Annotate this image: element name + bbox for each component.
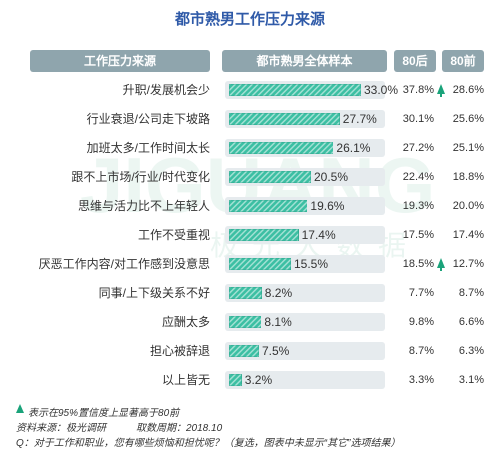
pre80-value-label: 25.6%	[452, 113, 484, 125]
post80-value-label: 18.5%	[402, 258, 434, 270]
bar-overall	[229, 258, 291, 270]
post80-value-label: 9.8%	[408, 316, 434, 328]
significance-arrow-icon	[437, 258, 445, 271]
pre80-value-label: 25.1%	[452, 142, 484, 154]
post80-value-label: 22.4%	[402, 171, 434, 183]
post80-value-label: 8.7%	[408, 345, 434, 357]
pre80-value-label: 12.7%	[452, 258, 484, 270]
overall-value-label: 27.7%	[342, 112, 377, 126]
post80-value-label: 7.7%	[408, 287, 434, 299]
pre80-value-label: 18.8%	[452, 171, 484, 183]
header-category: 工作压力来源	[30, 50, 210, 72]
overall-value-label: 7.5%	[262, 344, 290, 358]
category-label: 以上皆无	[161, 373, 210, 387]
post80-value-label: 30.1%	[402, 113, 434, 125]
bar-overall	[229, 374, 242, 386]
overall-value-label: 17.4%	[301, 228, 336, 242]
footnote-question: Q：对于工作和职业，您有哪些烦恼和担忧呢？（复选，图表中未显示“其它”选项结果）	[16, 438, 401, 449]
post80-value-label: 17.5%	[402, 229, 434, 241]
category-label: 同事/上下级关系不好	[98, 286, 210, 300]
category-label: 加班太多/工作时间太长	[86, 141, 210, 155]
post80-value-label: 19.3%	[402, 200, 434, 212]
pre80-value-label: 6.6%	[458, 316, 484, 328]
significance-arrow-icon	[16, 404, 24, 413]
header-pre80: 80前	[442, 50, 484, 72]
category-label: 应酬太多	[161, 315, 210, 329]
pre80-value-label: 3.1%	[458, 374, 484, 386]
category-label: 行业衰退/公司走下坡路	[86, 112, 210, 126]
post80-value-label: 3.3%	[408, 374, 434, 386]
bar-track	[225, 284, 385, 302]
category-label: 跟不上市场/行业/时代变化	[71, 170, 210, 184]
overall-value-label: 15.5%	[294, 257, 329, 271]
bar-overall	[229, 345, 259, 357]
overall-value-label: 3.2%	[244, 373, 273, 387]
overall-value-label: 20.5%	[314, 170, 349, 184]
bar-overall	[229, 200, 308, 212]
pre80-value-label: 17.4%	[452, 229, 484, 241]
overall-value-label: 19.6%	[310, 199, 345, 213]
category-label: 厌恶工作内容/对工作感到没意思	[38, 257, 210, 271]
bar-track	[225, 342, 385, 360]
bar-track	[225, 313, 385, 331]
significance-arrow-icon	[437, 84, 445, 97]
chart-title: 都市熟男工作压力来源	[174, 11, 325, 28]
header-overall: 都市熟男全体样本	[222, 50, 387, 72]
category-label: 升职/发展机会少	[122, 83, 210, 97]
bar-overall	[229, 171, 311, 183]
pre80-value-label: 6.3%	[458, 345, 484, 357]
bar-overall	[229, 316, 262, 328]
bar-overall	[229, 84, 361, 96]
bar-overall	[229, 142, 334, 154]
overall-value-label: 8.2%	[264, 286, 293, 300]
overall-value-label: 8.1%	[264, 315, 292, 329]
footnote-significance: 表示在95%置信度上显著高于80前	[28, 408, 180, 419]
post80-value-label: 27.2%	[402, 142, 434, 154]
category-label: 工作不受重视	[137, 228, 210, 242]
bar-overall	[229, 113, 340, 125]
category-label: 担心被辞退	[149, 344, 210, 358]
category-label: 思维与活力比不上年轻人	[77, 199, 210, 213]
bar-overall	[229, 287, 262, 299]
pre80-value-label: 20.0%	[452, 200, 484, 212]
footnote-source: 资料来源：极光调研 取数周期：2018.10	[16, 423, 223, 434]
bar-track	[225, 371, 385, 389]
header-post80: 80后	[394, 50, 436, 72]
post80-value-label: 37.8%	[402, 84, 434, 96]
pre80-value-label: 28.6%	[452, 84, 484, 96]
pre80-value-label: 8.7%	[458, 287, 484, 299]
bar-overall	[229, 229, 299, 241]
overall-value-label: 33.0%	[364, 83, 399, 97]
overall-value-label: 26.1%	[336, 141, 371, 155]
